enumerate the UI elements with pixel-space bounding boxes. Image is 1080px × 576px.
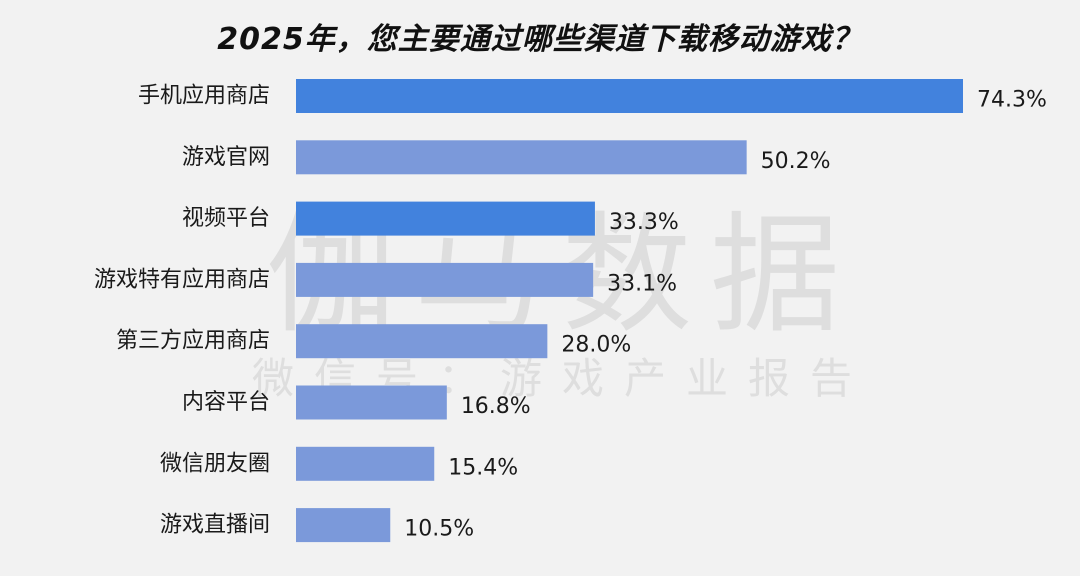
bar-3 (296, 262, 594, 297)
bar-6 (296, 446, 435, 481)
value-label-4: 28.0% (561, 333, 631, 358)
category-label-4: 第三方应用商店 (116, 329, 270, 354)
bar-7 (296, 508, 391, 543)
bar-0 (296, 79, 963, 113)
category-label-7: 游戏直播间 (160, 513, 270, 538)
category-label-5: 内容平台 (182, 390, 270, 415)
category-label-1: 游戏官网 (182, 145, 270, 170)
value-label-1: 50.2% (761, 149, 831, 174)
category-label-6: 微信朋友圈 (160, 451, 270, 476)
value-label-7: 10.5% (404, 517, 474, 542)
bar-5 (296, 385, 447, 420)
value-label-2: 33.3% (609, 210, 679, 235)
value-label-0: 74.3% (977, 88, 1047, 113)
bar-1 (296, 140, 747, 175)
category-label-0: 手机应用商店 (138, 84, 270, 109)
value-label-5: 16.8% (461, 394, 531, 419)
value-label-3: 33.1% (607, 271, 677, 296)
category-label-2: 视频平台 (182, 206, 270, 231)
bar-2 (296, 201, 595, 236)
chart-title: 2025年，您主要通过哪些渠道下载移动游戏？ (217, 22, 863, 57)
bar-4 (296, 324, 548, 359)
value-label-6: 15.4% (448, 455, 518, 480)
category-label-3: 游戏特有应用商店 (94, 267, 270, 292)
